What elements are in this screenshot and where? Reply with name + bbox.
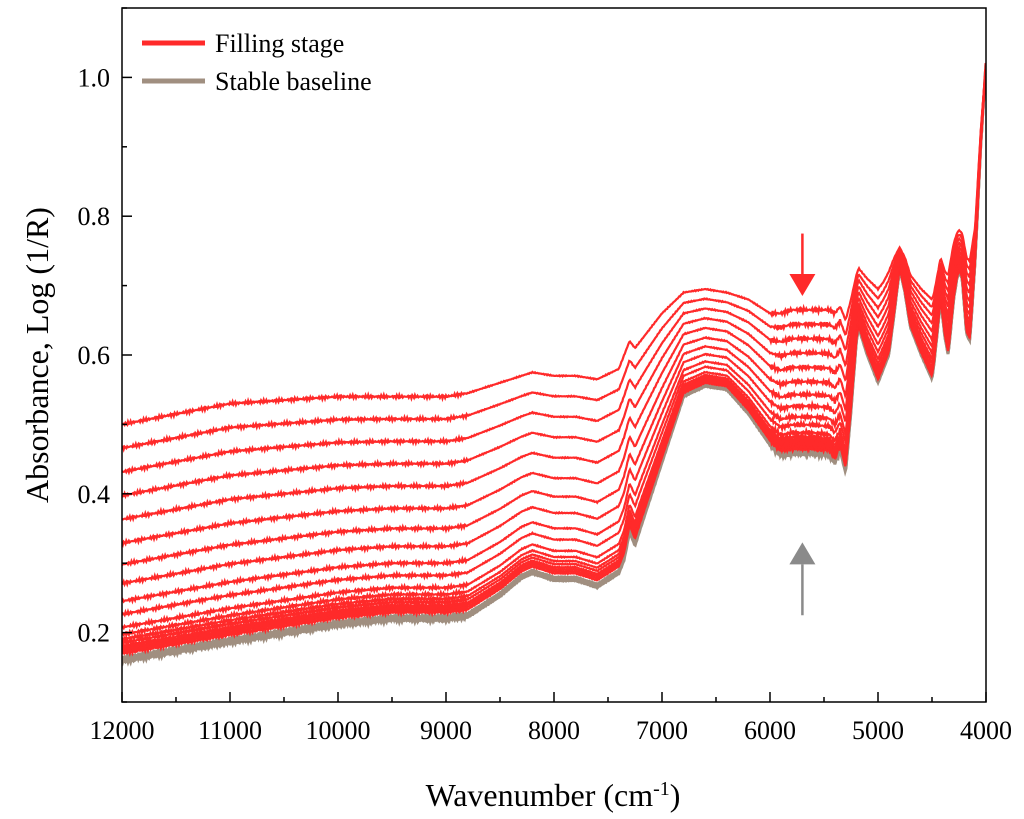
filling-curve xyxy=(122,63,986,476)
filling-curve xyxy=(122,63,986,588)
filling-curve xyxy=(122,63,986,618)
x-tick-label: 7000 xyxy=(636,716,688,745)
x-tick-label: 5000 xyxy=(852,716,904,745)
filling-curve xyxy=(122,63,986,639)
y-tick-label: 1.0 xyxy=(78,63,111,92)
annotation-layer xyxy=(789,233,816,616)
y-tick-label: 0.2 xyxy=(78,619,111,648)
y-tick-label: 0.4 xyxy=(78,480,111,509)
arrow-up-head xyxy=(789,542,816,565)
filling-series-layer xyxy=(122,62,986,658)
y-tick-label: 0.8 xyxy=(78,202,111,231)
filling-curve xyxy=(122,63,986,428)
filling-curve xyxy=(122,63,986,500)
filling-curve xyxy=(122,63,986,605)
x-tick-label: 9000 xyxy=(420,716,472,745)
x-tick-label: 4000 xyxy=(960,716,1012,745)
filling-curve xyxy=(122,63,986,523)
filling-curve xyxy=(122,63,986,631)
x-tick-label: 8000 xyxy=(528,716,580,745)
x-axis-title: Wavenumber (cm-1) xyxy=(426,777,681,813)
filling-curve xyxy=(122,63,986,567)
filling-curve xyxy=(122,63,986,548)
legend-label-baseline: Stable baseline xyxy=(215,67,372,96)
filling-curve xyxy=(122,63,986,453)
y-axis: 0.2 0.4 0.6 0.8 1.0 xyxy=(78,7,132,703)
legend: Filling stage Stable baseline xyxy=(142,29,372,96)
x-tick-label: 10000 xyxy=(306,716,371,745)
x-tick-label: 12000 xyxy=(90,716,155,745)
x-tick-label: 11000 xyxy=(198,716,262,745)
y-tick-label: 0.6 xyxy=(78,341,111,370)
x-tick-label: 6000 xyxy=(744,716,796,745)
x-axis: 12000 11000 10000 9000 8000 7000 6000 5000 4000 xyxy=(90,692,1012,745)
arrow-down-head xyxy=(789,274,816,297)
legend-label-filling: Filling stage xyxy=(215,29,344,58)
y-axis-title: Absorbance, Log (1/R) xyxy=(19,207,55,503)
